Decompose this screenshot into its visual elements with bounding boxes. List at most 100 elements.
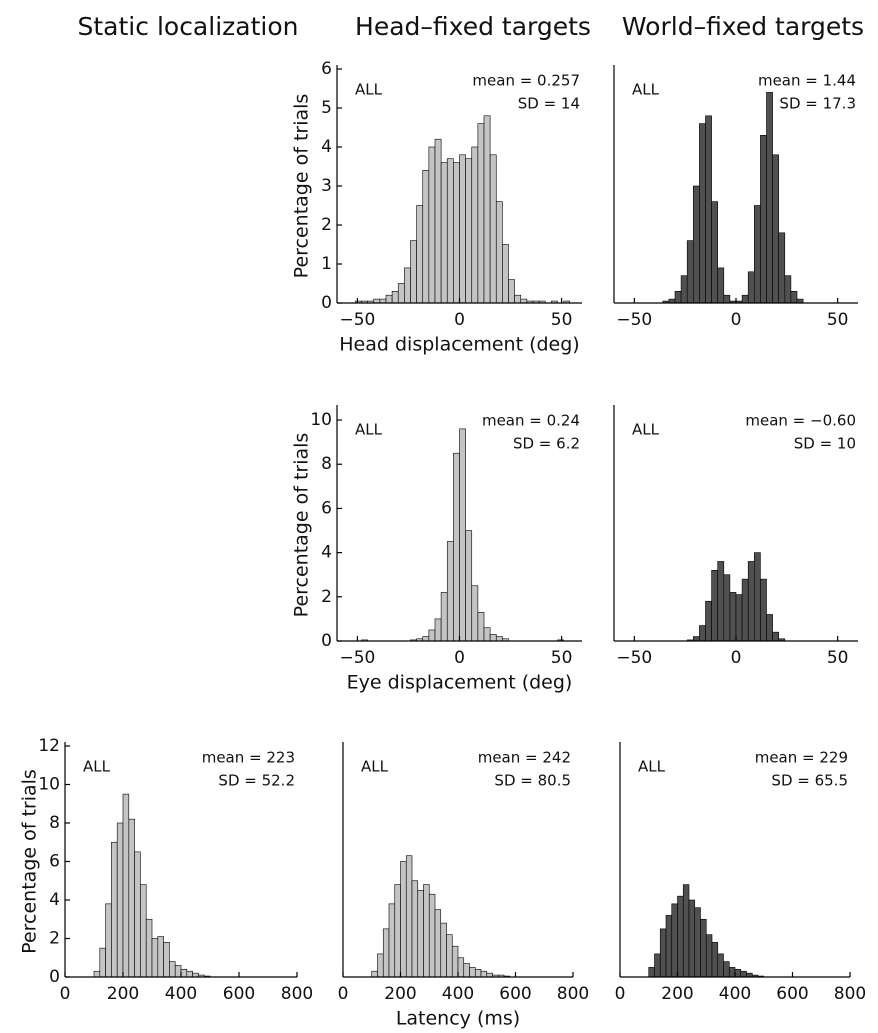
- bar: [385, 294, 393, 304]
- bar: [434, 138, 442, 304]
- y-tick-label: 4: [321, 543, 332, 563]
- x-axis-label: Eye displacement (deg): [347, 672, 573, 694]
- x-tick-label: 600: [499, 984, 531, 1004]
- bar: [502, 244, 509, 304]
- bar: [648, 967, 655, 978]
- bar: [446, 158, 454, 304]
- bar: [157, 936, 164, 978]
- bar: [377, 953, 384, 978]
- bar: [422, 170, 430, 304]
- bar: [766, 614, 773, 642]
- bar: [740, 970, 747, 978]
- bar: [477, 123, 485, 304]
- bar: [760, 135, 767, 304]
- bar: [417, 890, 424, 978]
- bar: [680, 275, 688, 304]
- y-axis-label: Percentage of trials: [291, 94, 313, 279]
- y-tick-label: 2: [321, 587, 332, 607]
- bar: [772, 631, 779, 642]
- bar: [400, 861, 407, 978]
- bar: [508, 279, 515, 304]
- group-label: ALL: [355, 81, 383, 99]
- bar: [111, 841, 118, 978]
- bar: [411, 880, 419, 978]
- x-tick-label: 600: [223, 984, 255, 1004]
- x-tick-label: 0: [454, 648, 465, 668]
- bar: [459, 428, 466, 642]
- bar: [405, 855, 413, 978]
- y-tick-label: 0: [49, 967, 60, 987]
- bar: [428, 629, 436, 642]
- stat-label: SD = 14: [518, 95, 580, 113]
- bar: [514, 294, 522, 304]
- bar: [694, 907, 701, 978]
- bar: [717, 953, 724, 978]
- bar: [474, 968, 482, 978]
- bar: [699, 625, 706, 642]
- stat-label: SD = 65.5: [771, 772, 848, 790]
- stat-label: SD = 17.3: [779, 95, 856, 113]
- bar: [434, 618, 442, 642]
- stat-label: SD = 10: [794, 435, 856, 453]
- x-tick-label: 600: [776, 984, 808, 1004]
- y-tick-label: 6: [321, 498, 332, 518]
- bar: [463, 963, 470, 978]
- stat-label: mean = 0.24: [482, 412, 580, 430]
- x-tick-label: 50: [551, 310, 573, 330]
- bar: [180, 968, 188, 978]
- bar: [134, 851, 141, 978]
- bar: [692, 636, 700, 642]
- bar: [674, 290, 682, 304]
- bar: [778, 232, 786, 304]
- bar: [705, 934, 713, 978]
- y-tick-label: 5: [321, 98, 332, 118]
- bar: [105, 903, 112, 978]
- bar: [410, 240, 417, 304]
- x-tick-label: 0: [731, 310, 742, 330]
- bar: [790, 290, 798, 304]
- group-label: ALL: [355, 421, 383, 439]
- bar: [451, 945, 459, 978]
- y-tick-label: 0: [321, 631, 332, 651]
- bar: [428, 146, 436, 304]
- bar: [471, 585, 479, 642]
- bar: [735, 594, 743, 642]
- bar: [465, 530, 473, 642]
- x-axis-label: Latency (ms): [396, 1008, 520, 1030]
- x-tick-label: 200: [107, 984, 139, 1004]
- y-tick-label: 6: [49, 852, 60, 872]
- stat-label: SD = 52.2: [218, 772, 295, 790]
- bar: [440, 162, 448, 304]
- bar: [391, 290, 399, 304]
- bar: [686, 240, 694, 304]
- bar: [404, 267, 411, 304]
- bar: [723, 574, 731, 642]
- bar: [729, 592, 737, 642]
- x-tick-label: 800: [557, 984, 589, 1004]
- bar: [784, 275, 792, 304]
- column-title: Static localization: [78, 12, 299, 41]
- y-tick-label: 0: [321, 293, 332, 313]
- y-tick-label: 8: [49, 813, 60, 833]
- bar: [174, 965, 182, 978]
- x-tick-label: −50: [616, 648, 652, 668]
- x-tick-label: 0: [731, 648, 742, 668]
- bar: [489, 154, 497, 304]
- bar: [99, 947, 106, 978]
- y-tick-label: 3: [321, 176, 332, 196]
- bar: [766, 92, 773, 304]
- bar: [723, 961, 730, 978]
- y-tick-label: 12: [38, 736, 60, 756]
- y-tick-label: 4: [49, 890, 60, 910]
- bar: [700, 918, 707, 978]
- bar: [741, 578, 749, 642]
- group-label: ALL: [632, 421, 660, 439]
- bar: [453, 162, 460, 304]
- y-tick-label: 8: [321, 454, 332, 474]
- bar: [140, 884, 147, 978]
- bar: [471, 146, 479, 304]
- bar: [760, 578, 767, 642]
- bar: [483, 115, 491, 304]
- x-tick-label: 800: [281, 984, 313, 1004]
